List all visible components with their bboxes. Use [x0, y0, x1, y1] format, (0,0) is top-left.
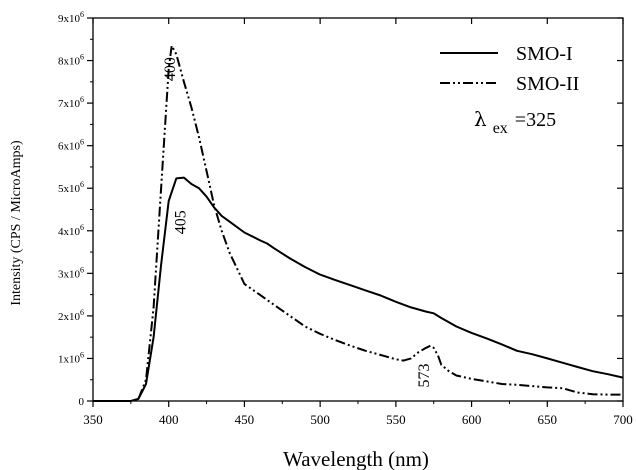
y-tick-label: 3x106 — [58, 265, 84, 280]
y-tick-label: 0 — [79, 396, 85, 408]
y-tick-label: 1x106 — [58, 350, 84, 365]
lambda-symbol: λ — [474, 107, 487, 131]
y-tick-label: 8x106 — [58, 53, 84, 68]
y-tick-label: 2x106 — [58, 308, 84, 323]
excitation-value: =325 — [515, 109, 556, 131]
annotations: 400 405 573 — [162, 57, 433, 387]
peak-annotation: 400 — [162, 57, 179, 81]
x-tick-label: 350 — [83, 412, 103, 427]
series-layer — [93, 44, 624, 402]
x-tick-label: 600 — [462, 412, 482, 427]
series-line-smo-ii — [93, 44, 623, 402]
series-line-smo-i — [93, 176, 624, 402]
legend: SMO-I SMO-II λ ex =325 — [440, 43, 579, 137]
axes: 350 400 450 500 550 600 650 700 0 1x106 2x106 3x106… — [58, 10, 633, 427]
x-tick-label: 450 — [235, 412, 255, 427]
peak-annotation: 573 — [416, 364, 433, 388]
y-tick-label: 6x106 — [58, 138, 84, 153]
x-tick-label: 500 — [310, 412, 330, 427]
y-tick-label: 4x106 — [58, 223, 84, 238]
y-axis-title: Intensity (CPS / MicroAmps) — [9, 140, 24, 306]
y-tick-label: 9x106 — [58, 10, 84, 25]
x-tick-label: 550 — [386, 412, 406, 427]
x-tick-label: 700 — [613, 412, 633, 427]
legend-label-smo-i: SMO-I — [516, 43, 573, 65]
excitation-label: λ ex =325 — [474, 107, 556, 137]
excitation-subscript: ex — [493, 120, 508, 137]
x-tick-label: 400 — [159, 412, 179, 427]
x-axis-title: Wavelength (nm) — [283, 447, 429, 470]
peak-annotation: 405 — [172, 210, 189, 234]
y-tick-label: 5x106 — [58, 180, 84, 195]
x-tick-label: 650 — [538, 412, 558, 427]
y-tick-label: 7x106 — [58, 95, 84, 110]
legend-label-smo-ii: SMO-II — [516, 73, 579, 95]
